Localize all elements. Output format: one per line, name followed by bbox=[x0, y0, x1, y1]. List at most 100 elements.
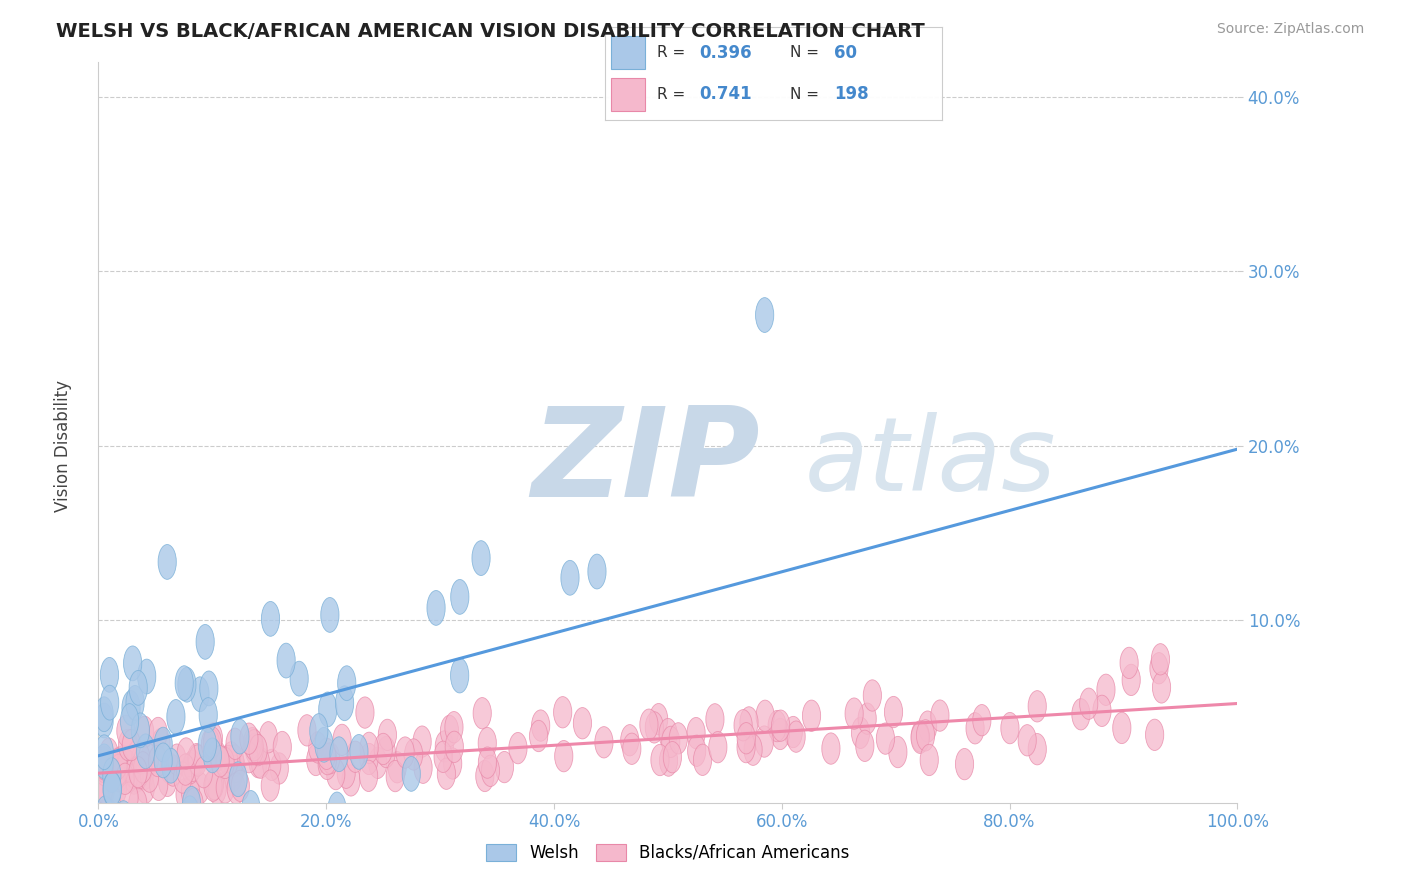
Ellipse shape bbox=[852, 717, 870, 748]
Ellipse shape bbox=[688, 717, 706, 748]
Ellipse shape bbox=[96, 735, 114, 770]
Ellipse shape bbox=[918, 711, 936, 742]
Ellipse shape bbox=[688, 735, 706, 766]
Ellipse shape bbox=[659, 745, 678, 776]
Ellipse shape bbox=[377, 737, 395, 768]
Ellipse shape bbox=[188, 745, 207, 776]
Ellipse shape bbox=[240, 723, 259, 755]
Ellipse shape bbox=[149, 769, 167, 800]
Ellipse shape bbox=[129, 671, 148, 706]
Ellipse shape bbox=[128, 761, 146, 792]
Ellipse shape bbox=[228, 772, 245, 804]
Ellipse shape bbox=[141, 744, 159, 775]
Ellipse shape bbox=[96, 697, 114, 731]
Text: 60: 60 bbox=[834, 44, 858, 62]
Ellipse shape bbox=[772, 710, 790, 741]
Ellipse shape bbox=[387, 760, 405, 792]
Ellipse shape bbox=[181, 753, 200, 784]
Ellipse shape bbox=[96, 751, 114, 782]
Ellipse shape bbox=[413, 752, 432, 783]
Ellipse shape bbox=[1028, 690, 1046, 722]
Ellipse shape bbox=[131, 713, 149, 747]
Ellipse shape bbox=[110, 761, 128, 792]
Ellipse shape bbox=[98, 797, 117, 829]
Ellipse shape bbox=[966, 713, 984, 744]
Ellipse shape bbox=[326, 758, 344, 789]
Ellipse shape bbox=[200, 698, 218, 732]
Ellipse shape bbox=[595, 727, 613, 758]
Ellipse shape bbox=[315, 727, 333, 762]
Ellipse shape bbox=[920, 744, 938, 776]
Ellipse shape bbox=[1018, 724, 1036, 756]
Ellipse shape bbox=[413, 726, 432, 757]
Ellipse shape bbox=[205, 769, 224, 800]
Ellipse shape bbox=[787, 721, 806, 752]
Text: Vision Disability: Vision Disability bbox=[55, 380, 72, 512]
Ellipse shape bbox=[176, 754, 194, 785]
Ellipse shape bbox=[118, 749, 136, 780]
Ellipse shape bbox=[889, 737, 907, 768]
Ellipse shape bbox=[706, 704, 724, 735]
Ellipse shape bbox=[194, 756, 212, 788]
Ellipse shape bbox=[669, 723, 688, 754]
Ellipse shape bbox=[125, 757, 143, 789]
Ellipse shape bbox=[478, 747, 496, 779]
Ellipse shape bbox=[337, 757, 356, 789]
Ellipse shape bbox=[755, 726, 773, 757]
Text: WELSH VS BLACK/AFRICAN AMERICAN VISION DISABILITY CORRELATION CHART: WELSH VS BLACK/AFRICAN AMERICAN VISION D… bbox=[56, 22, 925, 41]
Ellipse shape bbox=[231, 719, 249, 754]
Ellipse shape bbox=[858, 703, 876, 734]
Ellipse shape bbox=[472, 541, 491, 575]
Ellipse shape bbox=[96, 703, 114, 738]
Ellipse shape bbox=[1080, 688, 1098, 720]
Ellipse shape bbox=[876, 723, 894, 755]
Ellipse shape bbox=[155, 727, 173, 762]
Ellipse shape bbox=[115, 755, 132, 786]
Ellipse shape bbox=[225, 745, 243, 776]
Ellipse shape bbox=[554, 740, 572, 772]
Ellipse shape bbox=[318, 748, 336, 780]
Ellipse shape bbox=[183, 750, 201, 781]
Ellipse shape bbox=[298, 714, 316, 746]
FancyBboxPatch shape bbox=[612, 78, 645, 111]
Ellipse shape bbox=[845, 698, 863, 730]
Ellipse shape bbox=[640, 709, 658, 740]
Ellipse shape bbox=[756, 700, 775, 731]
Ellipse shape bbox=[208, 773, 226, 805]
Ellipse shape bbox=[149, 746, 167, 777]
Ellipse shape bbox=[245, 730, 263, 761]
Ellipse shape bbox=[117, 715, 135, 747]
Ellipse shape bbox=[200, 671, 218, 706]
Text: N =: N = bbox=[790, 87, 820, 102]
Ellipse shape bbox=[620, 724, 638, 756]
Ellipse shape bbox=[165, 755, 181, 786]
Ellipse shape bbox=[823, 733, 839, 764]
Ellipse shape bbox=[191, 677, 209, 712]
Ellipse shape bbox=[709, 731, 727, 763]
Ellipse shape bbox=[475, 760, 494, 791]
Ellipse shape bbox=[333, 724, 352, 756]
Ellipse shape bbox=[356, 697, 374, 728]
FancyBboxPatch shape bbox=[612, 36, 645, 69]
Ellipse shape bbox=[96, 755, 114, 786]
Ellipse shape bbox=[481, 756, 499, 787]
Ellipse shape bbox=[96, 744, 114, 779]
Ellipse shape bbox=[96, 796, 114, 830]
Ellipse shape bbox=[740, 706, 758, 738]
Ellipse shape bbox=[124, 646, 142, 681]
Ellipse shape bbox=[224, 761, 242, 792]
Ellipse shape bbox=[217, 772, 235, 803]
Ellipse shape bbox=[785, 716, 803, 747]
Ellipse shape bbox=[931, 700, 949, 731]
Ellipse shape bbox=[374, 733, 392, 764]
Ellipse shape bbox=[103, 757, 121, 792]
Ellipse shape bbox=[173, 762, 191, 793]
Ellipse shape bbox=[96, 751, 114, 782]
Ellipse shape bbox=[100, 738, 118, 769]
Ellipse shape bbox=[96, 751, 114, 782]
Text: 0.741: 0.741 bbox=[699, 86, 752, 103]
Ellipse shape bbox=[211, 746, 229, 777]
Ellipse shape bbox=[321, 598, 339, 632]
Ellipse shape bbox=[110, 755, 128, 786]
Ellipse shape bbox=[434, 741, 453, 772]
